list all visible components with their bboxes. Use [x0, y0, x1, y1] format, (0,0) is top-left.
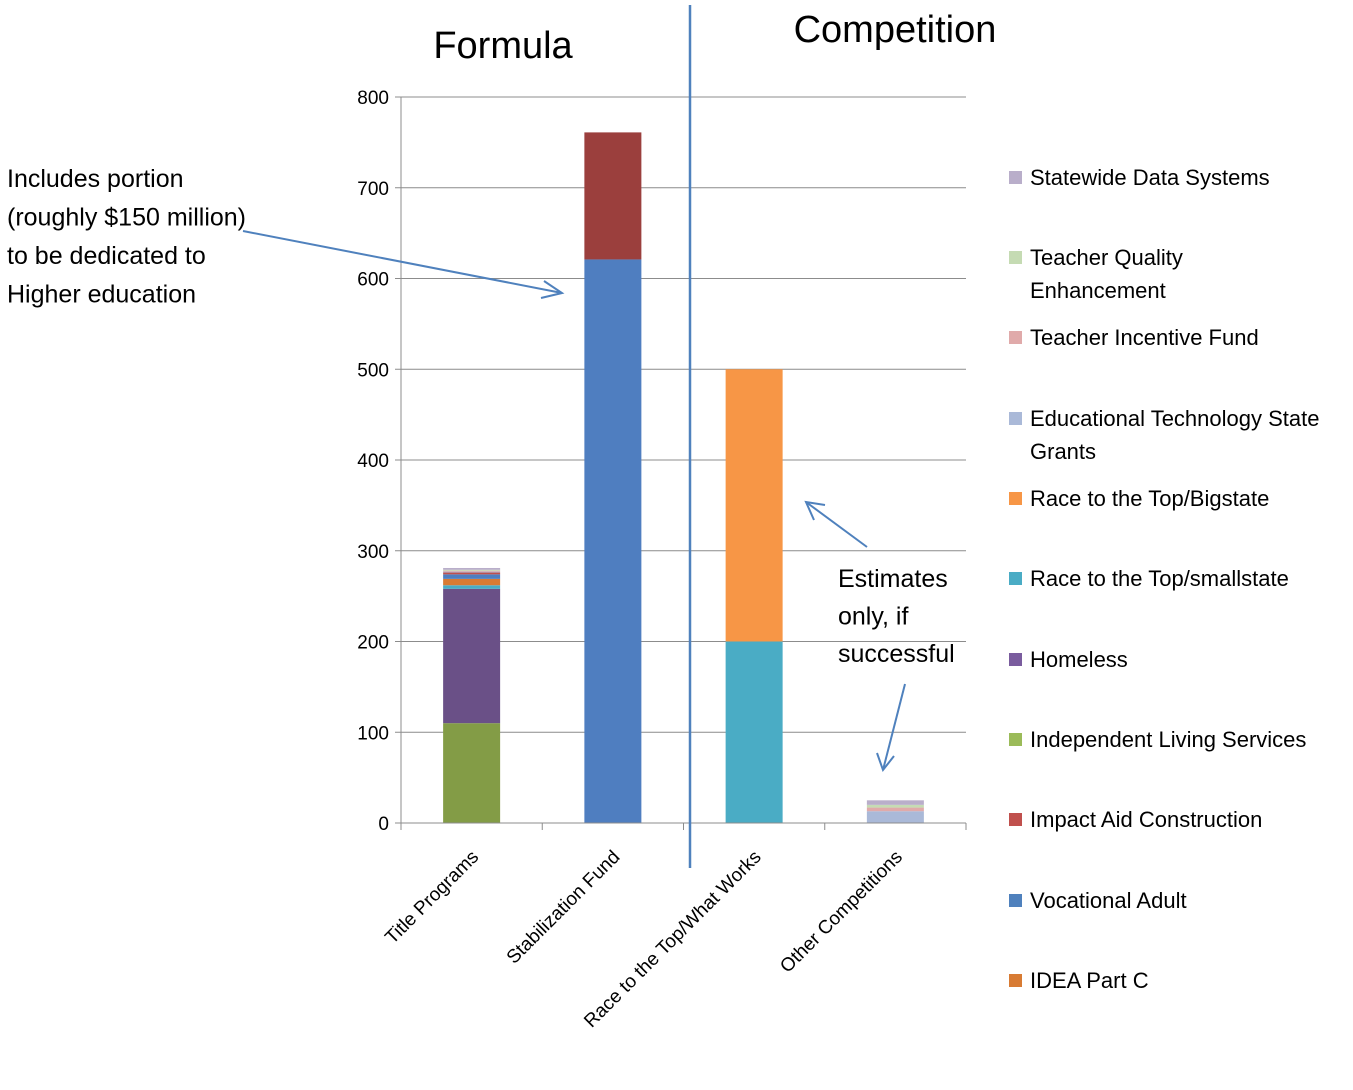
legend-label: Independent Living Services [1030, 727, 1306, 752]
annotation-estimates: Estimates only, if successful [838, 565, 955, 668]
arrow-to-race-to-the-top [805, 501, 868, 548]
bar-segment [443, 585, 501, 589]
bar-segment [443, 723, 501, 823]
section-label-formula: Formula [433, 25, 573, 67]
legend-label: Teacher Incentive Fund [1030, 325, 1259, 350]
y-tick-label: 500 [357, 360, 389, 381]
annotation-line: Estimates [838, 565, 948, 593]
axes [400, 97, 967, 830]
legend-label: Grants [1030, 439, 1096, 464]
legend-label: Educational Technology State [1030, 406, 1319, 431]
y-tick-label: 700 [357, 179, 389, 200]
annotation-higher-education: Includes portion (roughly $150 million) to… [7, 165, 246, 309]
legend-label: Race to the Top/Bigstate [1030, 486, 1269, 511]
bar-segment [443, 574, 501, 579]
bars [443, 132, 924, 823]
y-tick-label: 100 [357, 723, 389, 744]
x-category-label: Other Competitions [776, 847, 907, 978]
legend-label: Teacher Quality [1030, 245, 1183, 270]
y-tick-label: 400 [357, 451, 389, 472]
bar-segment [725, 641, 783, 823]
bar-segment [443, 578, 501, 586]
bar-segment [443, 567, 501, 570]
y-tick-label: 300 [357, 542, 389, 563]
annotation-line: successful [838, 640, 955, 668]
legend-swatch [1009, 412, 1022, 425]
bar-segment [443, 571, 501, 573]
bar-segment [443, 570, 501, 572]
annotation-line: (roughly $150 million) [7, 204, 246, 232]
bar-segment [443, 569, 501, 571]
legend-swatch [1009, 492, 1022, 505]
legend-swatch [1009, 974, 1022, 987]
bar-segment [866, 804, 924, 808]
bar-segment [584, 259, 642, 823]
legend-label: Vocational Adult [1030, 888, 1187, 913]
legend-label: Enhancement [1030, 278, 1166, 303]
annotation-line: Includes portion [7, 165, 184, 193]
annotation-line: to be dedicated to [7, 242, 206, 270]
bar-segment [443, 572, 501, 575]
x-category-label: Title Programs [381, 847, 483, 949]
y-tick-label: 800 [357, 88, 389, 109]
legend-swatch [1009, 171, 1022, 184]
legend-swatch [1009, 894, 1022, 907]
bar-segment [725, 369, 783, 642]
legend-swatch [1009, 331, 1022, 344]
bar-segment [584, 132, 642, 260]
legend-label: IDEA Part C [1030, 968, 1149, 993]
annotation-line: Higher education [7, 281, 196, 309]
y-axis-ticks: 0 100 200 300 400 500 600 700 800 [357, 88, 401, 835]
section-label-competition: Competition [794, 9, 997, 51]
arrow-to-stabilization-fund [242, 230, 563, 294]
arrowhead-stabilization-fund [540, 280, 565, 299]
legend-label: Race to the Top/smallstate [1030, 566, 1289, 591]
legend-swatch [1009, 251, 1022, 264]
legend: Statewide Data Systems Teacher Quality Enh… [1009, 165, 1319, 993]
y-tick-label: 0 [378, 814, 389, 835]
legend-label: Impact Aid Construction [1030, 807, 1262, 832]
arrow-to-other-competitions [882, 683, 906, 771]
y-tick-label: 600 [357, 270, 389, 291]
legend-swatch [1009, 572, 1022, 585]
legend-label: Homeless [1030, 647, 1128, 672]
legend-swatch [1009, 813, 1022, 826]
arrowhead-race-to-the-top [804, 500, 826, 521]
arrowhead-other-competitions [876, 752, 895, 773]
bar-segment [866, 807, 924, 812]
x-category-label: Stabilization Fund [503, 847, 625, 969]
legend-label: Statewide Data Systems [1030, 165, 1270, 190]
bar-segment [866, 800, 924, 805]
legend-swatch [1009, 653, 1022, 666]
y-tick-label: 200 [357, 633, 389, 654]
bar-segment [866, 811, 924, 823]
bar-segment [443, 588, 501, 724]
annotation-arrows [242, 230, 906, 773]
legend-swatch [1009, 733, 1022, 746]
annotation-line: only, if [838, 603, 908, 631]
